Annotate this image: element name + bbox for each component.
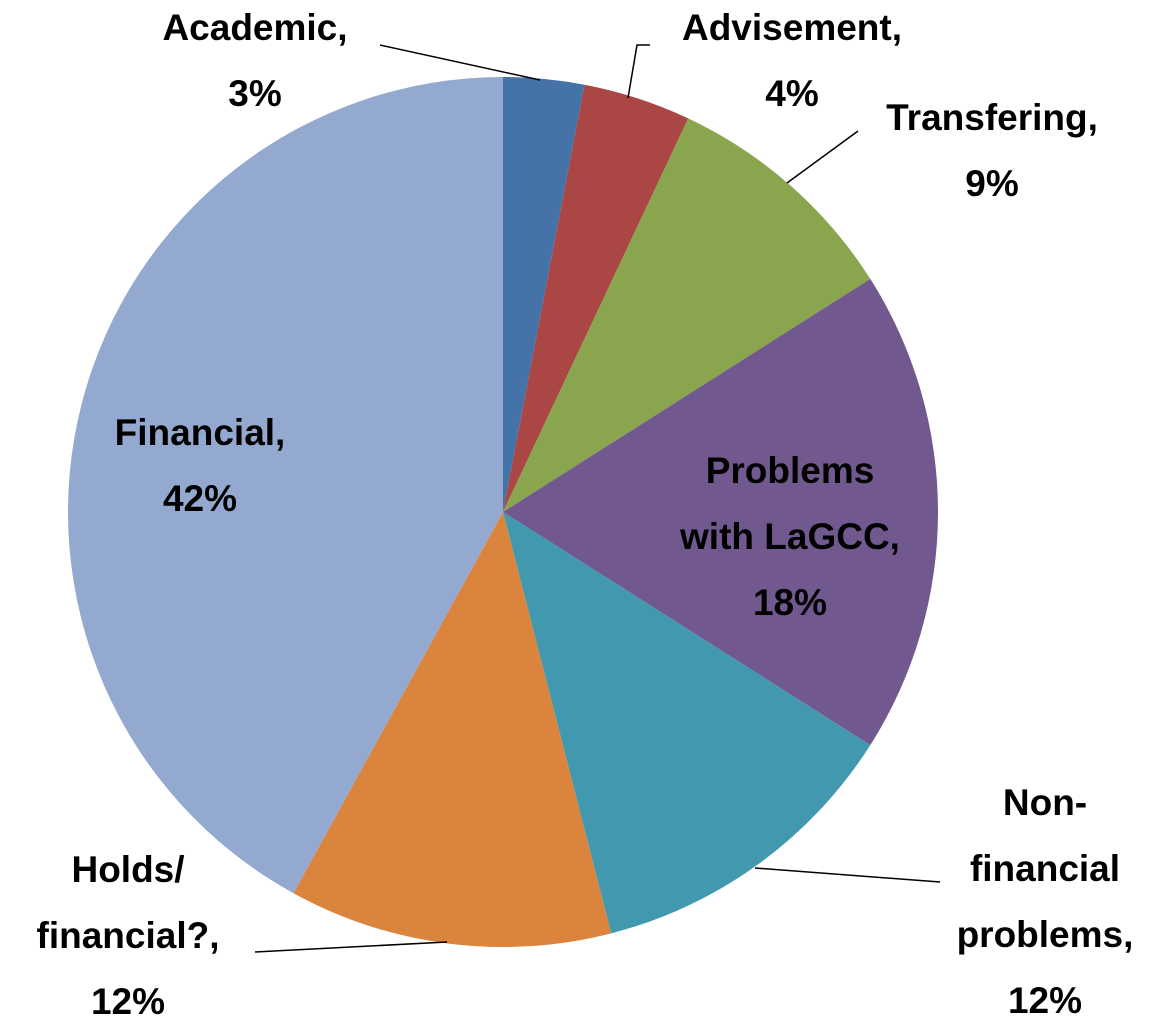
leader-line	[379, 44, 541, 81]
pie-slice	[293, 512, 612, 947]
data-label: 12%	[1008, 980, 1082, 1021]
data-label: Academic,	[162, 7, 347, 48]
leader-line	[627, 44, 650, 99]
data-label: 3%	[228, 73, 281, 114]
leader-line	[786, 130, 859, 184]
data-label: financial	[970, 848, 1120, 889]
pie-slice	[503, 84, 689, 512]
pie-slice	[503, 118, 871, 512]
leader-line	[254, 941, 448, 953]
data-label: with LaGCC,	[679, 516, 900, 557]
data-label: problems,	[957, 914, 1134, 955]
data-label: 9%	[965, 163, 1018, 204]
pie-slice	[67, 77, 504, 894]
leader-line	[754, 867, 941, 883]
data-label: 12%	[91, 981, 165, 1022]
data-label: 4%	[765, 73, 818, 114]
data-label: financial?,	[37, 915, 220, 956]
data-label: 18%	[753, 582, 827, 623]
data-label: Holds/	[71, 849, 184, 890]
data-label: 42%	[163, 478, 237, 519]
pie-slice	[503, 278, 938, 746]
data-label: Non-	[1003, 782, 1087, 823]
pie-slice	[503, 512, 871, 934]
data-label: Transfering,	[886, 97, 1098, 138]
data-label: Financial,	[115, 412, 286, 453]
data-label: Advisement,	[682, 7, 902, 48]
pie-slice	[503, 77, 585, 512]
data-label: Problems	[706, 450, 875, 491]
